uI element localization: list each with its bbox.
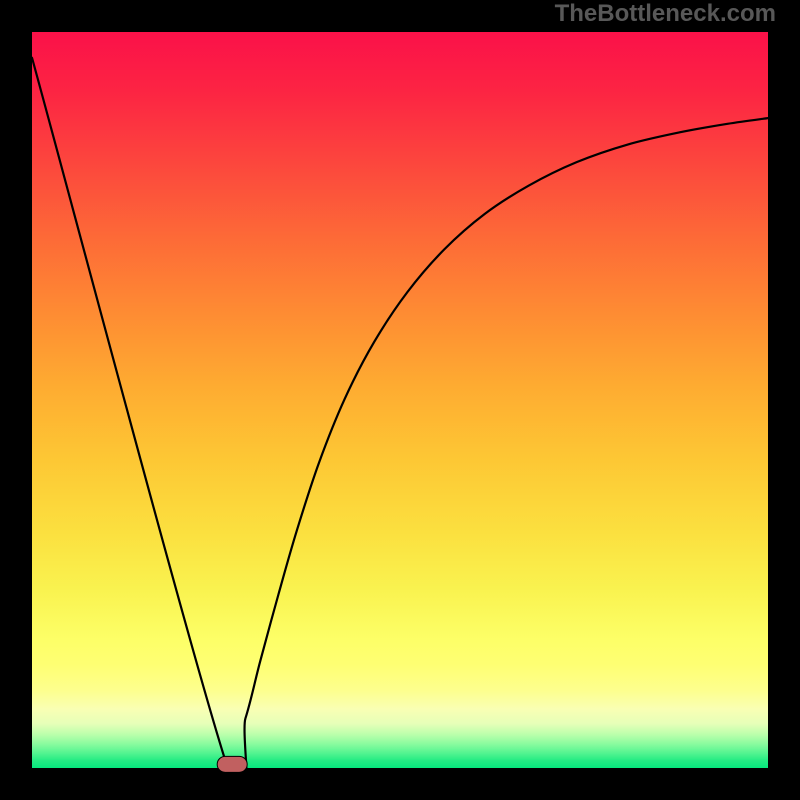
watermark-text: TheBottleneck.com [555, 0, 776, 28]
minimum-marker [217, 756, 247, 772]
chart-container: TheBottleneck.com [0, 0, 800, 800]
chart-plot-area [32, 32, 768, 768]
bottleneck-chart-svg [0, 0, 800, 800]
